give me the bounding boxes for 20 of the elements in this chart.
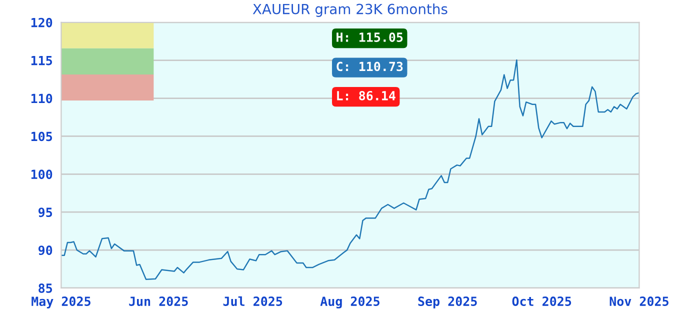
y-tick-label: 105 bbox=[31, 132, 52, 142]
x-tick-label: Jul 2025 bbox=[223, 296, 282, 306]
annotation: C: 110.73 bbox=[336, 62, 403, 72]
x-tick-label: Oct 2025 bbox=[512, 296, 572, 306]
x-tick-label: Nov 2025 bbox=[610, 296, 668, 306]
line-series bbox=[61, 59, 640, 280]
x-tick-label: Sep 2025 bbox=[418, 296, 477, 308]
x-tick-label: Aug 2025 bbox=[320, 296, 380, 308]
y-tick-label: 95 bbox=[38, 208, 52, 218]
x-tick-label: May 2025 bbox=[32, 296, 90, 308]
x-tick-label: Jun 2025 bbox=[129, 296, 188, 306]
y-tick-label: 120 bbox=[31, 18, 52, 28]
y-tick-label: 115 bbox=[31, 56, 52, 66]
annotation: H: 115.05 bbox=[336, 32, 403, 42]
annotation: L: 86.14 bbox=[337, 90, 396, 100]
y-tick-label: 85 bbox=[38, 283, 52, 293]
y-tick-label: 110 bbox=[31, 94, 52, 104]
y-tick-label: 90 bbox=[38, 246, 52, 256]
y-tick-label: 100 bbox=[31, 170, 52, 180]
chart-title: XAUEUR gram 23K 6months bbox=[252, 4, 448, 17]
